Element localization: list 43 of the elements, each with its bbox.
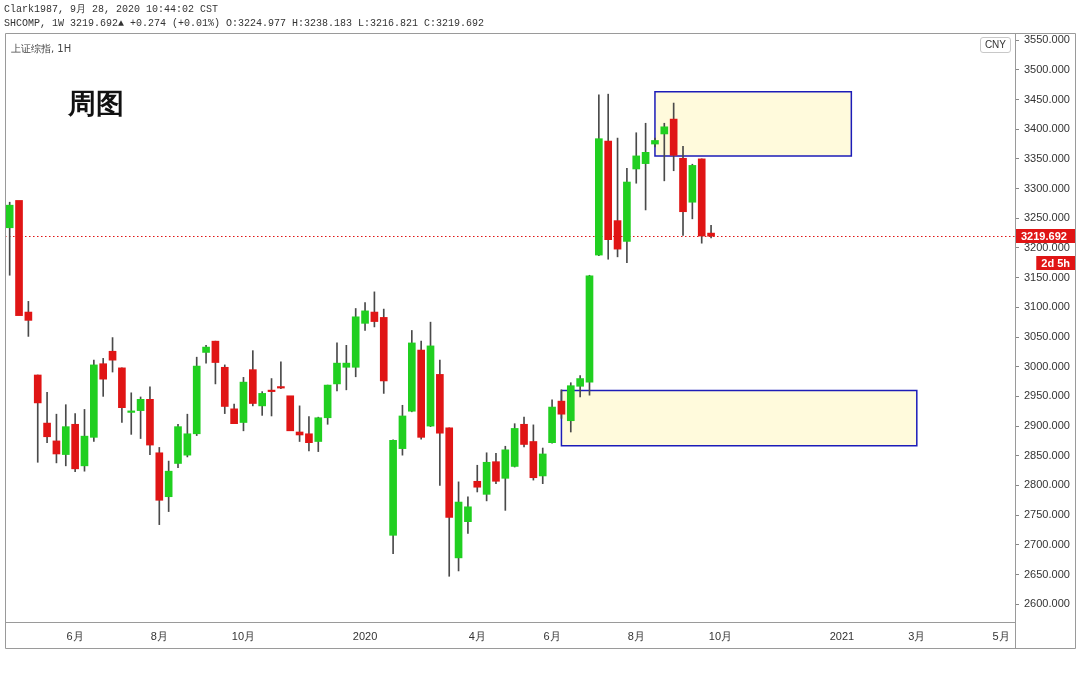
y-tick-label: 2700.000	[1024, 537, 1070, 550]
text: 上证综指, 1H	[11, 43, 72, 55]
x-tick-label: 10月	[708, 629, 733, 642]
x-tick-label: 2021	[829, 629, 855, 642]
y-tick-label: 2650.000	[1024, 567, 1070, 580]
x-tick-label: 3月	[908, 629, 926, 642]
candlestick	[632, 132, 641, 184]
x-tick-label: 4月	[468, 629, 486, 642]
text: 周图	[68, 87, 124, 120]
y-tick-label: 2600.000	[1024, 597, 1070, 610]
candlestick	[277, 361, 285, 389]
y-tick-label: 2850.000	[1024, 448, 1070, 461]
y-tick-label: 2800.000	[1024, 478, 1070, 491]
candlestick	[286, 395, 295, 432]
y-tick-label: 3300.000	[1024, 181, 1070, 194]
y-axis-title: CNY	[979, 37, 1011, 53]
text: Clark1987, 9月 28, 2020 10:44:02 CST	[4, 4, 219, 16]
text: 2d 5h	[1041, 256, 1071, 269]
x-tick-label: 8月	[627, 629, 645, 642]
y-tick-label: 3400.000	[1024, 122, 1070, 135]
y-tick-label: 3100.000	[1024, 300, 1070, 313]
y-tick-label: 3500.000	[1024, 62, 1070, 75]
y-tick-label: 2900.000	[1024, 419, 1070, 432]
y-tick-label: 3150.000	[1024, 270, 1070, 283]
ref-line-label: 3219.692	[1021, 229, 1067, 242]
y-tick-label: 3350.000	[1024, 151, 1070, 164]
candlestick	[660, 122, 669, 182]
x-tick-label: 5月	[992, 629, 1010, 642]
y-tick-label: 3000.000	[1024, 359, 1070, 372]
x-tick-label: 8月	[150, 629, 168, 642]
y-tick-label: 2750.000	[1024, 508, 1070, 521]
y-tick-label: 3450.000	[1024, 92, 1070, 105]
x-tick-label: 6月	[66, 629, 84, 642]
candlestick	[127, 392, 136, 435]
y-tick-label: 2950.000	[1024, 389, 1070, 402]
x-tick-label: 6月	[543, 629, 561, 642]
text: SHCOMP, 1W 3219.692▲ +0.274 (+0.01%) O:3224.977 H:3238.183 L:3216.821 C:3219.692	[4, 18, 485, 30]
x-tick-label: 10月	[231, 629, 256, 642]
y-tick-label: 3250.000	[1024, 211, 1070, 224]
x-tick-label: 2020	[352, 629, 378, 642]
y-tick-label: 3050.000	[1024, 330, 1070, 343]
y-tick-label: 3550.000	[1024, 33, 1070, 46]
y-tick-label: 3200.000	[1024, 240, 1070, 253]
